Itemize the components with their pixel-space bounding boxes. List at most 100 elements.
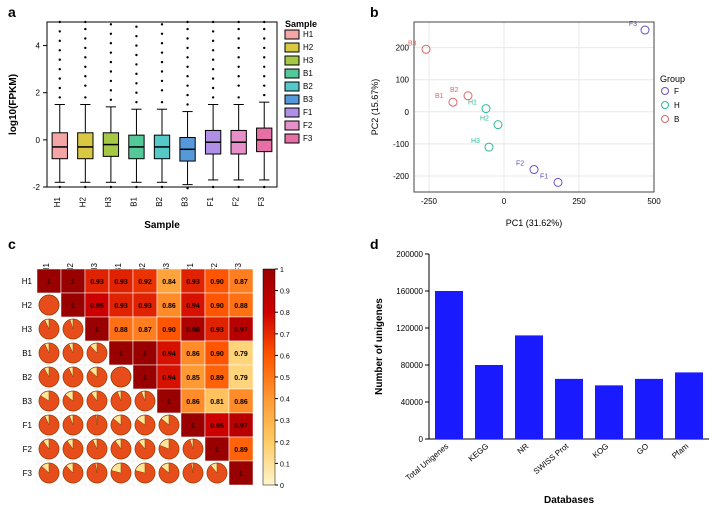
svg-text:1: 1 — [280, 267, 284, 274]
svg-text:0.79: 0.79 — [234, 375, 248, 382]
svg-text:0.93: 0.93 — [114, 303, 128, 310]
svg-text:1: 1 — [191, 423, 195, 430]
svg-text:-2: -2 — [33, 183, 41, 192]
svg-text:0.86: 0.86 — [186, 399, 200, 406]
svg-text:40000: 40000 — [401, 398, 424, 407]
svg-text:B: B — [674, 115, 679, 124]
panel-d-label: d — [370, 236, 379, 252]
svg-text:H2: H2 — [78, 196, 87, 207]
svg-text:F2: F2 — [516, 161, 524, 168]
svg-text:B3: B3 — [181, 196, 190, 206]
pca-scatter: -2500250500-200-1000100200PC1 (31.62%)PC… — [364, 2, 723, 232]
svg-text:H3: H3 — [303, 56, 314, 65]
panel-b-label: b — [370, 4, 379, 20]
svg-text:B2: B2 — [22, 373, 32, 382]
svg-text:0.90: 0.90 — [210, 303, 224, 310]
svg-text:H1: H1 — [53, 196, 62, 207]
svg-text:0.2: 0.2 — [280, 440, 290, 447]
svg-text:0.81: 0.81 — [210, 399, 224, 406]
svg-text:0.9: 0.9 — [280, 289, 290, 296]
svg-text:1: 1 — [167, 399, 171, 406]
svg-text:SWISS Prot: SWISS Prot — [532, 441, 571, 476]
svg-text:0.90: 0.90 — [210, 351, 224, 358]
svg-text:H3: H3 — [22, 325, 33, 334]
svg-text:500: 500 — [647, 197, 661, 206]
svg-text:F2: F2 — [23, 445, 33, 454]
svg-text:log10(FPKM): log10(FPKM) — [8, 74, 19, 135]
svg-text:H3: H3 — [471, 138, 480, 145]
svg-text:1: 1 — [95, 327, 99, 334]
svg-text:F2: F2 — [232, 196, 241, 206]
svg-text:1: 1 — [119, 351, 123, 358]
svg-text:F1: F1 — [23, 421, 33, 430]
svg-text:Total Unigenes: Total Unigenes — [404, 442, 450, 483]
svg-text:F1: F1 — [206, 196, 215, 206]
svg-text:B2: B2 — [155, 196, 164, 206]
svg-text:PC2 (15.67%): PC2 (15.67%) — [370, 79, 380, 136]
svg-text:0.87: 0.87 — [234, 279, 248, 286]
svg-text:B2: B2 — [303, 82, 313, 91]
svg-text:H: H — [674, 101, 680, 110]
svg-text:-100: -100 — [393, 140, 410, 149]
svg-text:1: 1 — [71, 303, 75, 310]
svg-text:0.5: 0.5 — [280, 375, 290, 382]
panel-b: b -2500250500-200-1000100200PC1 (31.62%)… — [364, 2, 723, 232]
svg-text:0.90: 0.90 — [162, 327, 176, 334]
svg-text:KOG: KOG — [591, 442, 610, 460]
svg-text:B2: B2 — [450, 87, 459, 94]
svg-text:1: 1 — [239, 471, 243, 478]
svg-text:0.98: 0.98 — [186, 327, 200, 334]
svg-text:0.95: 0.95 — [90, 303, 104, 310]
svg-text:GO: GO — [635, 442, 650, 457]
svg-text:80000: 80000 — [401, 361, 424, 370]
svg-text:120000: 120000 — [396, 324, 423, 333]
svg-text:100: 100 — [396, 76, 410, 85]
svg-text:0.90: 0.90 — [210, 279, 224, 286]
svg-text:F3: F3 — [629, 21, 637, 28]
svg-text:250: 250 — [572, 197, 586, 206]
svg-text:0.95: 0.95 — [210, 423, 224, 430]
database-bar-chart: 04000080000120000160000200000Total Unige… — [364, 234, 723, 509]
panel-d: d 04000080000120000160000200000Total Uni… — [364, 234, 723, 509]
svg-text:0.88: 0.88 — [114, 327, 128, 334]
svg-text:B1: B1 — [22, 349, 32, 358]
svg-text:NR: NR — [516, 441, 531, 455]
correlation-heatmap: H1H1H2H2H3H3B1B1B2B2B3B3F1F1F2F2F3F3110.… — [2, 234, 362, 509]
svg-text:0.7: 0.7 — [280, 332, 290, 339]
panel-c-label: c — [8, 236, 16, 252]
svg-text:H3: H3 — [104, 196, 113, 207]
svg-text:0.97: 0.97 — [234, 327, 248, 334]
svg-text:PC1 (31.62%): PC1 (31.62%) — [506, 218, 563, 228]
svg-text:0.93: 0.93 — [90, 279, 104, 286]
svg-text:0: 0 — [405, 108, 410, 117]
svg-text:160000: 160000 — [396, 287, 423, 296]
svg-text:0: 0 — [36, 136, 41, 145]
svg-text:F: F — [674, 87, 679, 96]
svg-text:1: 1 — [143, 375, 147, 382]
svg-text:H1: H1 — [468, 100, 477, 107]
svg-text:0.8: 0.8 — [280, 310, 290, 317]
svg-text:B3: B3 — [303, 95, 313, 104]
svg-text:F3: F3 — [23, 469, 33, 478]
svg-text:F3: F3 — [257, 196, 266, 206]
svg-text:F1: F1 — [540, 173, 548, 180]
svg-text:-200: -200 — [393, 172, 410, 181]
svg-text:0.4: 0.4 — [280, 397, 290, 404]
svg-text:H2: H2 — [480, 116, 489, 123]
svg-text:1: 1 — [47, 279, 51, 286]
svg-text:0.87: 0.87 — [138, 327, 152, 334]
svg-text:Sample: Sample — [285, 19, 317, 29]
svg-text:0.97: 0.97 — [234, 423, 248, 430]
svg-text:Databases: Databases — [544, 495, 594, 506]
svg-text:0.1: 0.1 — [280, 461, 290, 468]
svg-text:0.94: 0.94 — [186, 303, 200, 310]
svg-text:0.93: 0.93 — [186, 279, 200, 286]
svg-text:B3: B3 — [408, 40, 417, 47]
svg-text:0.94: 0.94 — [162, 351, 176, 358]
svg-text:B1: B1 — [303, 69, 313, 78]
svg-text:1: 1 — [71, 279, 75, 286]
svg-text:Pfam: Pfam — [670, 441, 690, 460]
svg-text:0.89: 0.89 — [210, 375, 224, 382]
svg-text:200000: 200000 — [396, 250, 423, 259]
svg-text:0.3: 0.3 — [280, 418, 290, 425]
